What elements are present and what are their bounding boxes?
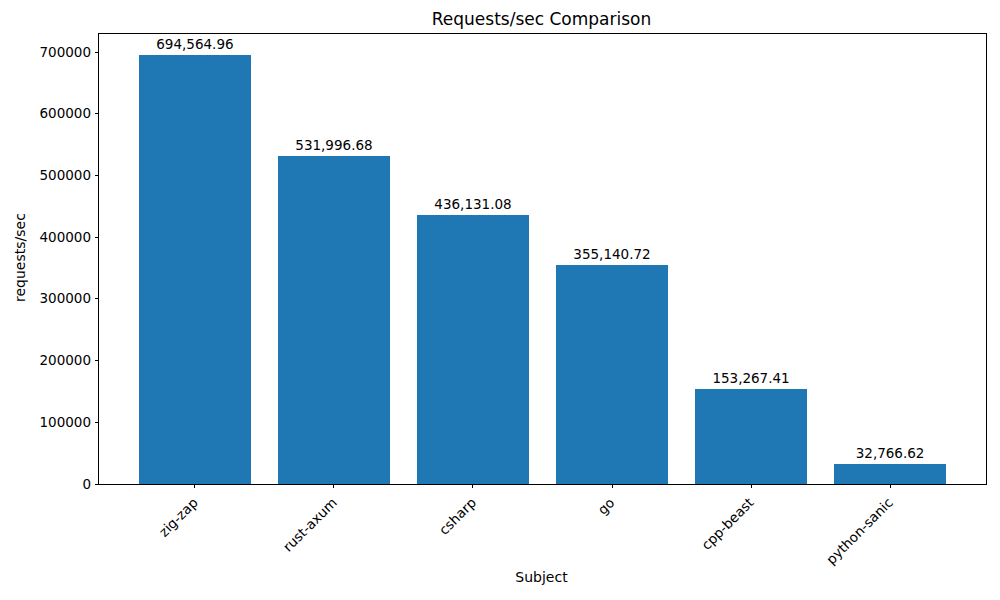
y-tick-label: 400000 <box>39 229 91 246</box>
x-tick-label-text: rust-axum <box>279 494 339 554</box>
y-tick-mark <box>95 484 99 485</box>
bar-zig-zap <box>139 55 250 484</box>
y-tick-mark <box>95 113 99 114</box>
x-tick-label-text: zig-zap <box>155 494 200 539</box>
y-tick-mark <box>95 237 99 238</box>
x-tick-label-text: go <box>594 494 617 517</box>
bar-value-label: 436,131.08 <box>434 196 511 212</box>
y-tick-label: 100000 <box>39 414 91 431</box>
y-tick-mark <box>95 360 99 361</box>
bar-value-label: 153,267.41 <box>712 370 789 386</box>
x-tick-mark <box>612 484 613 488</box>
x-tick-mark <box>751 484 752 488</box>
y-tick-mark <box>95 422 99 423</box>
x-tick-label-text: python-sanic <box>823 494 896 567</box>
y-tick-label: 0 <box>82 476 91 493</box>
bar-value-label: 694,564.96 <box>156 36 233 52</box>
x-tick-label-text: cpp-beast <box>698 494 757 553</box>
x-tick-mark <box>194 484 195 488</box>
bar-rust-axum <box>278 156 389 484</box>
x-tick-mark <box>472 484 473 488</box>
bar-cpp-beast <box>695 389 806 484</box>
chart-title: Requests/sec Comparison <box>98 9 985 29</box>
x-tick-mark <box>333 484 334 488</box>
y-tick-label: 200000 <box>39 352 91 369</box>
bar-go <box>556 265 667 484</box>
bar-csharp <box>417 215 528 484</box>
x-tick-label-text: csharp <box>435 494 478 537</box>
x-axis-label: Subject <box>98 569 985 585</box>
y-tick-mark <box>95 175 99 176</box>
y-tick-label: 300000 <box>39 290 91 307</box>
bar-value-label: 355,140.72 <box>573 246 650 262</box>
bar-chart-figure: Requests/sec Comparison requests/sec 010… <box>0 0 1000 600</box>
y-tick-label: 500000 <box>39 167 91 184</box>
bar-value-label: 32,766.62 <box>856 445 925 461</box>
y-tick-mark <box>95 52 99 53</box>
plot-area: 0100000200000300000400000500000600000700… <box>98 33 987 485</box>
bar-python-sanic <box>834 464 945 484</box>
x-tick-mark <box>890 484 891 488</box>
y-tick-label: 700000 <box>39 44 91 61</box>
y-tick-label: 600000 <box>39 105 91 122</box>
bar-value-label: 531,996.68 <box>295 137 372 153</box>
y-axis-label: requests/sec <box>11 33 29 483</box>
y-tick-mark <box>95 298 99 299</box>
